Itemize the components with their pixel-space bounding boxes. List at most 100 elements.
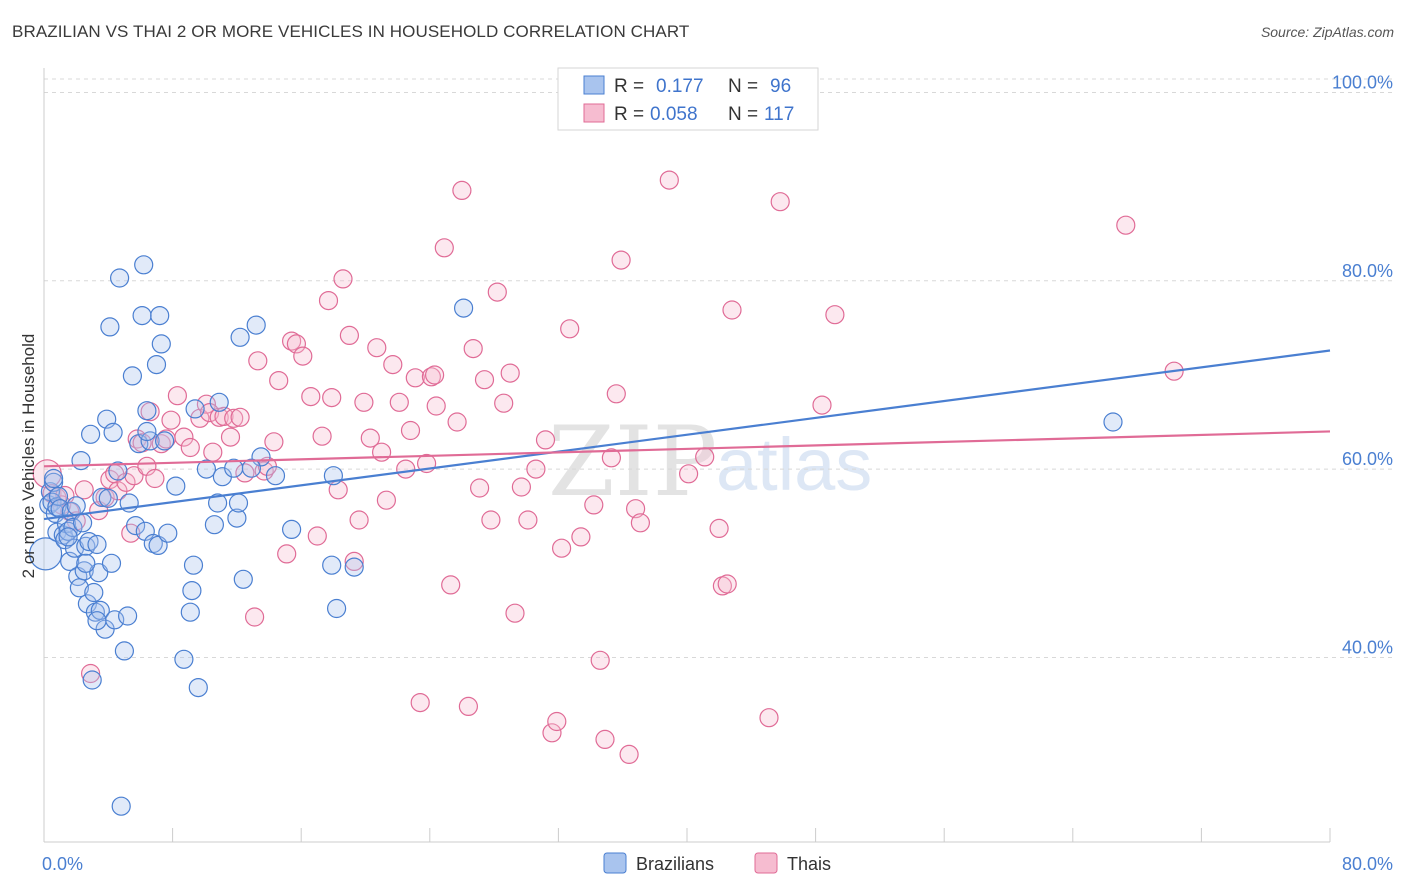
thai-point-113 (825, 305, 845, 325)
thai-point-94 (584, 495, 604, 515)
brazilian-point-22 (72, 513, 93, 533)
thai-point-60 (367, 338, 387, 358)
brazilian-point-68 (188, 677, 208, 698)
legend-n-value-thais: 117 (764, 104, 794, 125)
brazilian-point-48 (122, 366, 142, 386)
thai-point-64 (389, 392, 409, 412)
bottom-legend-label-thais: Thais (787, 854, 831, 874)
thai-point-62 (376, 490, 396, 510)
bottom-legend-swatch-brazilians (603, 852, 627, 874)
bottom-legend-swatch-thais (754, 852, 778, 874)
y-tick-label-1: 60.0% (1342, 449, 1393, 469)
thai-point-61 (372, 442, 392, 462)
x-tick-label-max: 80.0% (1342, 854, 1393, 874)
brazilian-point-59 (150, 306, 170, 326)
thai-point-65 (396, 459, 416, 479)
thai-point-56 (344, 551, 364, 572)
thai-point-50 (312, 426, 332, 446)
brazilian-point-31 (87, 534, 107, 555)
brazilian-point-81 (265, 466, 286, 486)
brazilian-point-8 (48, 486, 69, 506)
thai-point-47 (293, 346, 313, 366)
thai-point-72 (434, 238, 454, 258)
brazilian-point-86 (344, 557, 364, 577)
y-tick-label-3: 100.0% (1332, 72, 1393, 92)
brazilian-point-57 (146, 355, 167, 375)
thai-point-97 (601, 448, 622, 468)
thai-point-7 (74, 480, 94, 500)
brazilian-point-44 (111, 796, 131, 816)
thai-point-74 (447, 412, 467, 432)
thai-point-80 (481, 510, 501, 530)
thai-point-108 (717, 574, 737, 594)
brazilian-point-77 (230, 327, 250, 347)
thai-point-73 (441, 575, 461, 595)
brazilian-point-69 (196, 459, 216, 479)
brazilian-point-49 (126, 515, 146, 536)
brazilian-point-45 (114, 641, 135, 661)
brazilian-point-76 (228, 493, 249, 513)
thai-point-112 (812, 395, 832, 415)
thai-point-59 (360, 428, 380, 448)
thai-point-63 (383, 355, 403, 375)
brazilian-point-39 (101, 553, 122, 573)
thai-point-68 (410, 692, 430, 713)
thai-point-24 (161, 410, 181, 430)
thai-point-31 (203, 442, 223, 462)
thai-point-116 (425, 365, 445, 385)
brazilian-point-34 (92, 487, 112, 507)
thai-point-90 (547, 711, 567, 732)
brazilian-point-28 (82, 670, 102, 690)
thai-point-34 (220, 427, 241, 447)
source-credit: Source: ZipAtlas.com (1260, 24, 1394, 40)
brazilian-point-88 (1103, 412, 1123, 432)
brazilian-point-16 (63, 517, 83, 538)
thai-point-57 (349, 510, 369, 530)
thai-point-106 (709, 518, 729, 539)
thai-point-109 (722, 300, 742, 320)
brazilian-point-61 (155, 431, 175, 451)
chart-title: BRAZILIAN VS THAI 2 OR MORE VEHICLES IN … (12, 22, 690, 41)
thai-point-86 (518, 510, 538, 530)
brazilian-point-95 (185, 399, 205, 419)
brazilians-points (28, 255, 1123, 816)
thai-point-110 (759, 708, 779, 728)
legend-n-value-brazilians: 96 (770, 76, 791, 97)
brazilian-point-71 (208, 493, 228, 513)
brazilian-point-72 (209, 392, 229, 412)
thai-point-51 (318, 291, 339, 311)
thai-point-81 (487, 282, 507, 302)
thai-point-79 (474, 370, 495, 390)
brazilian-point-67 (183, 555, 204, 575)
thai-point-28 (190, 408, 210, 428)
trend-lines (43, 349, 1331, 521)
thai-point-102 (630, 513, 651, 533)
thai-point-105 (695, 447, 715, 467)
thai-point-83 (500, 363, 520, 383)
legend-r-label-brazilians: R = (614, 76, 644, 97)
y-tick-labels: 40.0% 60.0% 80.0% 100.0% (1332, 72, 1393, 657)
brazilian-point-51 (132, 306, 152, 326)
thai-point-44 (277, 544, 297, 564)
brazilian-point-29 (84, 582, 104, 603)
thai-point-30 (200, 403, 220, 423)
brazilian-point-54 (137, 401, 157, 421)
brazilians-trend-line (43, 349, 1331, 521)
thai-point-98 (606, 384, 626, 404)
brazilian-point-64 (174, 649, 194, 669)
legend-swatch-brazilians (583, 75, 605, 95)
brazilian-point-87 (454, 298, 474, 318)
thai-point-93 (571, 527, 591, 547)
stats-legend: R = 0.177 N = 96 R = 0.058 N = 117 (557, 67, 819, 131)
thai-point-58 (354, 392, 374, 412)
legend-n-label-thais: N = (728, 104, 758, 125)
thai-point-85 (511, 477, 532, 497)
brazilian-point-66 (182, 580, 202, 601)
brazilian-point-40 (103, 422, 123, 442)
thai-point-71 (426, 396, 446, 416)
legend-swatch-thais (583, 103, 605, 123)
thai-point-101 (625, 499, 646, 519)
thai-point-111 (770, 192, 790, 212)
brazilian-point-90 (43, 468, 64, 489)
